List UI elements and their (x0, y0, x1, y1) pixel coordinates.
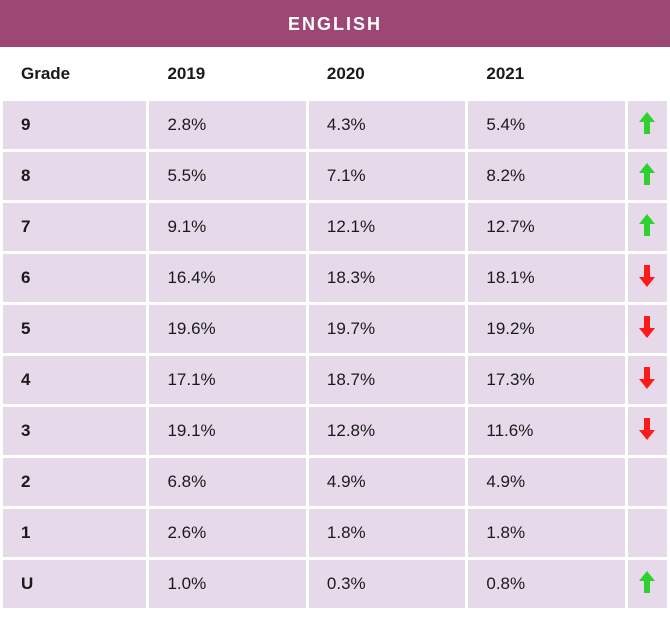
trend-cell (628, 101, 667, 149)
col-header: Grade (3, 50, 146, 98)
value-cell: 17.1% (149, 356, 305, 404)
grade-cell: 3 (3, 407, 146, 455)
grade-cell: 7 (3, 203, 146, 251)
value-cell: 11.6% (468, 407, 624, 455)
value-cell: 19.7% (309, 305, 465, 353)
col-header: 2021 (468, 50, 624, 98)
trend-down-icon (639, 265, 655, 287)
value-cell: 2.8% (149, 101, 305, 149)
value-cell: 12.1% (309, 203, 465, 251)
grade-cell: 4 (3, 356, 146, 404)
trend-cell (628, 305, 667, 353)
value-cell: 18.7% (309, 356, 465, 404)
trend-up-icon (639, 214, 655, 236)
grade-cell: U (3, 560, 146, 608)
value-cell: 4.9% (468, 458, 624, 506)
value-cell: 4.9% (309, 458, 465, 506)
value-cell: 19.6% (149, 305, 305, 353)
table-row: 79.1%12.1%12.7% (3, 203, 667, 251)
table-header-row: Grade201920202021 (3, 50, 667, 98)
value-cell: 4.3% (309, 101, 465, 149)
value-cell: 19.1% (149, 407, 305, 455)
table-row: U1.0%0.3%0.8% (3, 560, 667, 608)
trend-up-icon (639, 571, 655, 593)
grade-cell: 9 (3, 101, 146, 149)
value-cell: 19.2% (468, 305, 624, 353)
grades-table: Grade201920202021 92.8%4.3%5.4%85.5%7.1%… (0, 47, 670, 611)
table-row: 519.6%19.7%19.2% (3, 305, 667, 353)
grade-cell: 8 (3, 152, 146, 200)
value-cell: 5.4% (468, 101, 624, 149)
trend-cell (628, 407, 667, 455)
table-row: 92.8%4.3%5.4% (3, 101, 667, 149)
table-row: 319.1%12.8%11.6% (3, 407, 667, 455)
trend-cell (628, 356, 667, 404)
trend-down-icon (639, 316, 655, 338)
trend-cell (628, 203, 667, 251)
table-row: 26.8%4.9%4.9% (3, 458, 667, 506)
trend-up-icon (639, 163, 655, 185)
value-cell: 17.3% (468, 356, 624, 404)
value-cell: 1.0% (149, 560, 305, 608)
grade-cell: 1 (3, 509, 146, 557)
grades-table-wrap: ENGLISH Grade201920202021 92.8%4.3%5.4%8… (0, 0, 670, 611)
table-body: 92.8%4.3%5.4%85.5%7.1%8.2%79.1%12.1%12.7… (3, 101, 667, 608)
table-row: 12.6%1.8%1.8% (3, 509, 667, 557)
trend-down-icon (639, 418, 655, 440)
value-cell: 18.3% (309, 254, 465, 302)
trend-down-icon (639, 367, 655, 389)
col-header: 2019 (149, 50, 305, 98)
trend-cell (628, 509, 667, 557)
value-cell: 16.4% (149, 254, 305, 302)
table-row: 417.1%18.7%17.3% (3, 356, 667, 404)
value-cell: 18.1% (468, 254, 624, 302)
grade-cell: 5 (3, 305, 146, 353)
col-header: 2020 (309, 50, 465, 98)
subject-title-bar: ENGLISH (0, 0, 670, 47)
trend-cell (628, 152, 667, 200)
value-cell: 0.3% (309, 560, 465, 608)
value-cell: 8.2% (468, 152, 624, 200)
trend-cell (628, 458, 667, 506)
value-cell: 12.8% (309, 407, 465, 455)
value-cell: 9.1% (149, 203, 305, 251)
value-cell: 7.1% (309, 152, 465, 200)
grade-cell: 6 (3, 254, 146, 302)
value-cell: 2.6% (149, 509, 305, 557)
trend-up-icon (639, 112, 655, 134)
value-cell: 6.8% (149, 458, 305, 506)
col-header-trend (628, 50, 667, 98)
value-cell: 12.7% (468, 203, 624, 251)
table-row: 85.5%7.1%8.2% (3, 152, 667, 200)
trend-cell (628, 560, 667, 608)
value-cell: 1.8% (468, 509, 624, 557)
value-cell: 1.8% (309, 509, 465, 557)
trend-cell (628, 254, 667, 302)
value-cell: 5.5% (149, 152, 305, 200)
table-row: 616.4%18.3%18.1% (3, 254, 667, 302)
grade-cell: 2 (3, 458, 146, 506)
value-cell: 0.8% (468, 560, 624, 608)
